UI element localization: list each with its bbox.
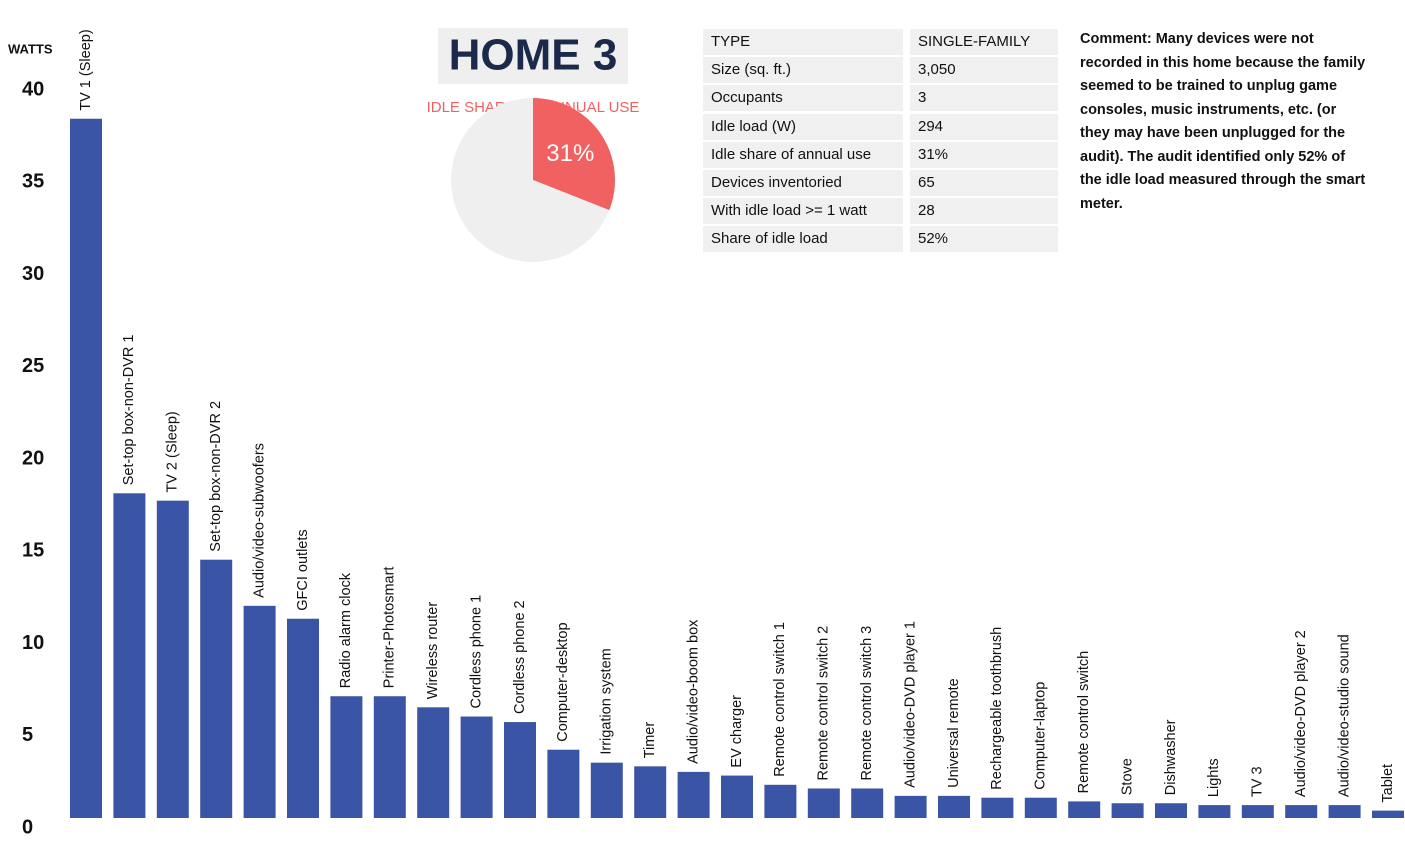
table-cell: Idle share of annual use bbox=[703, 141, 903, 168]
bar-label: Dishwasher bbox=[1163, 719, 1179, 795]
bar bbox=[851, 788, 884, 818]
bar bbox=[330, 696, 363, 818]
bar-label: Cordless phone 1 bbox=[468, 595, 484, 709]
y-axis-label: WATTS bbox=[8, 41, 53, 56]
table-cell: Share of idle load bbox=[703, 226, 903, 253]
bar bbox=[677, 771, 710, 818]
table-cell: Size (sq. ft.) bbox=[703, 57, 903, 84]
table-cell: 28 bbox=[910, 198, 1058, 225]
y-tick-label: 15 bbox=[22, 540, 44, 562]
bar bbox=[1328, 805, 1361, 818]
bar-label: Set-top box-non-DVR 2 bbox=[208, 401, 224, 552]
bar bbox=[547, 749, 580, 818]
bar bbox=[287, 618, 319, 818]
y-tick-label: 5 bbox=[22, 724, 33, 746]
bar-label: Rechargeable toothbrush bbox=[989, 627, 1005, 790]
bar bbox=[243, 605, 276, 818]
bar bbox=[1285, 805, 1318, 818]
bar-label: Tablet bbox=[1380, 764, 1396, 803]
bar-label: Audio/video-boom box bbox=[685, 619, 701, 764]
bar-label: Stove bbox=[1119, 758, 1135, 795]
pie-slice bbox=[533, 98, 615, 211]
y-tick-label: 30 bbox=[22, 263, 44, 285]
bar-label: Wireless router bbox=[425, 602, 441, 700]
pie-slice bbox=[451, 98, 610, 262]
bar bbox=[764, 784, 797, 818]
bar bbox=[1241, 805, 1274, 818]
y-tick-label: 20 bbox=[22, 447, 44, 469]
bar bbox=[373, 696, 406, 818]
y-tick-label: 35 bbox=[22, 171, 44, 193]
bar bbox=[504, 722, 536, 818]
bar bbox=[1068, 801, 1101, 818]
bar-label: Radio alarm clock bbox=[338, 572, 354, 688]
bar-label: Lights bbox=[1206, 758, 1222, 797]
table-cell: Devices inventoried bbox=[703, 170, 903, 196]
table-cell: Idle load (W) bbox=[703, 113, 903, 140]
title-box bbox=[438, 28, 628, 84]
table-cell: 65 bbox=[910, 170, 1058, 196]
table-cell: 3 bbox=[910, 85, 1058, 112]
bar bbox=[1198, 805, 1231, 818]
bar bbox=[460, 716, 493, 818]
bar-label: Remote control switch 1 bbox=[772, 622, 788, 777]
table-cell: With idle load >= 1 watt bbox=[703, 198, 903, 225]
bar bbox=[113, 493, 146, 818]
table-cell: SINGLE-FAMILY bbox=[910, 29, 1058, 55]
table-cell: 294 bbox=[910, 113, 1058, 140]
bar-label: GFCI outlets bbox=[295, 529, 311, 610]
bar bbox=[894, 795, 927, 818]
bar-label: TV 1 (Sleep) bbox=[78, 29, 94, 110]
bar bbox=[634, 766, 667, 818]
pie-title: HOME 3 bbox=[449, 31, 618, 80]
bar-label: Audio/video-subwoofers bbox=[251, 443, 267, 598]
bar-label: Remote control switch 2 bbox=[816, 626, 832, 781]
bar bbox=[156, 500, 189, 818]
table-cell: 3,050 bbox=[910, 57, 1058, 84]
bar-label: Cordless phone 2 bbox=[512, 600, 528, 714]
bar-label: Irrigation system bbox=[599, 648, 615, 754]
bar-label: Universal remote bbox=[946, 678, 962, 788]
bar-label: Computer-laptop bbox=[1033, 682, 1049, 790]
table-cell: Occupants bbox=[703, 85, 903, 112]
table-cell: 52% bbox=[910, 226, 1058, 253]
bar bbox=[1111, 803, 1144, 818]
bar-label: Audio/video-studio sound bbox=[1336, 634, 1352, 797]
table-cell: 31% bbox=[910, 141, 1058, 168]
pie-label: 31% bbox=[546, 140, 594, 167]
bar-label: Remote control switch bbox=[1076, 651, 1092, 794]
bar-label: TV 3 bbox=[1250, 766, 1266, 797]
bar bbox=[1155, 803, 1187, 818]
bar bbox=[1372, 810, 1404, 818]
comment: Comment: Many devices were not recorded … bbox=[1080, 31, 1366, 212]
bar-label: Printer-Photosmart bbox=[382, 567, 398, 689]
bar-label: Audio/video-DVD player 2 bbox=[1293, 630, 1309, 797]
y-tick-label: 0 bbox=[22, 816, 33, 838]
bar bbox=[417, 707, 450, 818]
y-tick-label: 10 bbox=[22, 632, 44, 654]
bar bbox=[807, 788, 840, 818]
bar-label: Set-top box-non-DVR 1 bbox=[121, 335, 137, 486]
y-tick-label: 40 bbox=[22, 78, 44, 100]
bar bbox=[721, 775, 753, 818]
bar-label: Audio/video-DVD player 1 bbox=[902, 621, 918, 788]
bar bbox=[590, 762, 623, 818]
bar-label: TV 2 (Sleep) bbox=[165, 411, 181, 492]
bar-label: Timer bbox=[642, 722, 658, 759]
bar bbox=[938, 795, 970, 818]
bar bbox=[70, 118, 102, 819]
bar-label: Remote control switch 3 bbox=[859, 626, 875, 781]
y-tick-label: 25 bbox=[22, 355, 44, 377]
bar-label: Computer-desktop bbox=[555, 622, 571, 741]
bar-label: EV charger bbox=[729, 695, 745, 768]
bar bbox=[200, 559, 233, 818]
bar bbox=[981, 797, 1014, 818]
table-cell: TYPE bbox=[703, 29, 903, 55]
bar bbox=[1024, 797, 1057, 818]
